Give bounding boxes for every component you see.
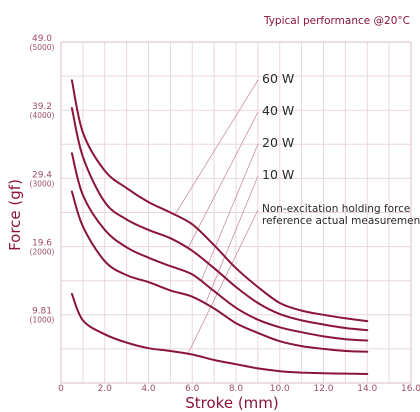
- curve-10w: [70, 190, 369, 353]
- x-tick-label: 0: [58, 384, 64, 394]
- curve-40w: [70, 107, 369, 332]
- legend-label-non-excitation-1: Non-excitation holding force: [262, 203, 410, 215]
- leader-line: [205, 175, 259, 304]
- y-tick-sublabel: (2000): [30, 248, 55, 257]
- curve-60w: [70, 79, 369, 323]
- y-tick-labels: 9.81(1000) 19.6(2000) 29.4(3000) 39.2(4000)…: [30, 34, 55, 325]
- legend-label-non-excitation-2: reference actual measurement: [262, 215, 420, 227]
- x-tick-labels: 0 2.0 4.0 6.0 8.0 10.0 12.0 14.0 16.0: [58, 384, 420, 394]
- x-tick-label: 16.0: [401, 384, 420, 394]
- legend-labels: 60 W 40 W 20 W 10 W Non-excitation holding f…: [262, 71, 420, 227]
- y-tick-label: 39.2: [32, 102, 52, 112]
- x-axis-label: Stroke (mm): [185, 394, 279, 412]
- legend-label-40w: 40 W: [262, 103, 294, 118]
- chart-note: Typical performance @20°C: [263, 15, 410, 27]
- y-tick-label: 9.81: [32, 307, 52, 317]
- x-tick-label: 10.0: [270, 384, 290, 394]
- x-tick-label: 4.0: [141, 384, 156, 394]
- leader-line: [200, 143, 259, 282]
- x-tick-label: 8.0: [229, 384, 244, 394]
- x-tick-label: 6.0: [185, 384, 200, 394]
- y-tick-sublabel: (4000): [30, 111, 55, 120]
- x-tick-label: 2.0: [98, 384, 113, 394]
- leader-line: [174, 79, 259, 216]
- plot-frame: [60, 41, 412, 384]
- y-axis-label: Force (gf): [6, 179, 24, 251]
- leader-line: [187, 209, 259, 354]
- y-tick-label: 29.4: [32, 170, 52, 180]
- legend-label-60w: 60 W: [262, 71, 294, 86]
- legend-label-10w: 10 W: [262, 167, 294, 182]
- legend-label-20w: 20 W: [262, 135, 294, 150]
- grid-lines: [61, 42, 411, 383]
- curve-20w: [70, 152, 369, 342]
- series-curves: [70, 79, 369, 375]
- y-tick-sublabel: (3000): [30, 179, 55, 188]
- curve-non-excitation: [70, 292, 369, 375]
- legend-leader-lines: [174, 79, 259, 354]
- y-tick-sublabel: (1000): [30, 316, 55, 325]
- y-tick-sublabel: (5000): [30, 43, 55, 52]
- y-tick-label: 49.0: [32, 34, 52, 44]
- y-tick-label: 19.6: [32, 239, 52, 249]
- leader-line: [187, 111, 259, 249]
- x-tick-label: 14.0: [357, 384, 377, 394]
- x-tick-label: 12.0: [313, 384, 333, 394]
